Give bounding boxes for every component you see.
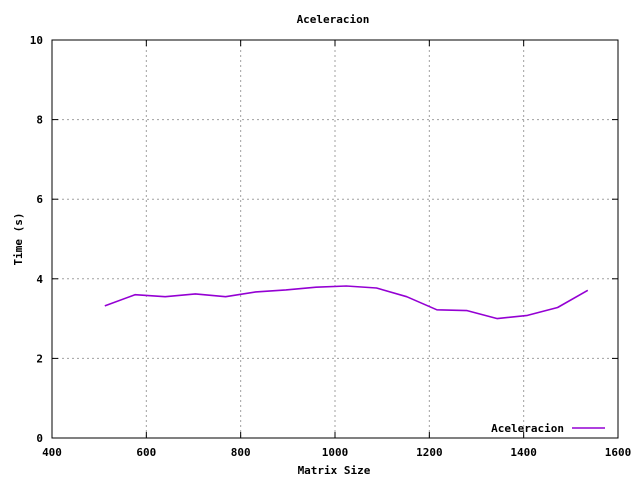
x-tick-label: 1200 <box>416 446 443 459</box>
y-axis-label: Time (s) <box>12 213 25 266</box>
y-tick-label: 0 <box>36 432 43 445</box>
y-tick-label: 6 <box>36 193 43 206</box>
data-series <box>104 285 589 320</box>
legend-label: Aceleracion <box>491 422 564 435</box>
x-tick-label: 400 <box>42 446 62 459</box>
plot-frame <box>51 39 619 439</box>
x-axis-label: Matrix Size <box>298 464 371 477</box>
grid-lines <box>52 40 618 438</box>
series-line <box>104 285 589 320</box>
y-tick-label: 2 <box>36 352 43 365</box>
y-tick-label: 4 <box>36 273 43 286</box>
chart-title: Aceleracion <box>297 13 370 26</box>
x-tick-label: 600 <box>136 446 156 459</box>
x-tick-label: 1600 <box>605 446 632 459</box>
legend: Aceleracion <box>491 422 605 435</box>
axis-ticks: 400 600 800 1000 1200 1400 1600 0 2 4 6 8 10 <box>30 34 632 459</box>
x-tick-label: 800 <box>231 446 251 459</box>
x-tick-label: 1000 <box>322 446 349 459</box>
y-tick-label: 10 <box>30 34 43 47</box>
y-tick-label: 8 <box>36 114 43 127</box>
x-tick-label: 1400 <box>510 446 537 459</box>
